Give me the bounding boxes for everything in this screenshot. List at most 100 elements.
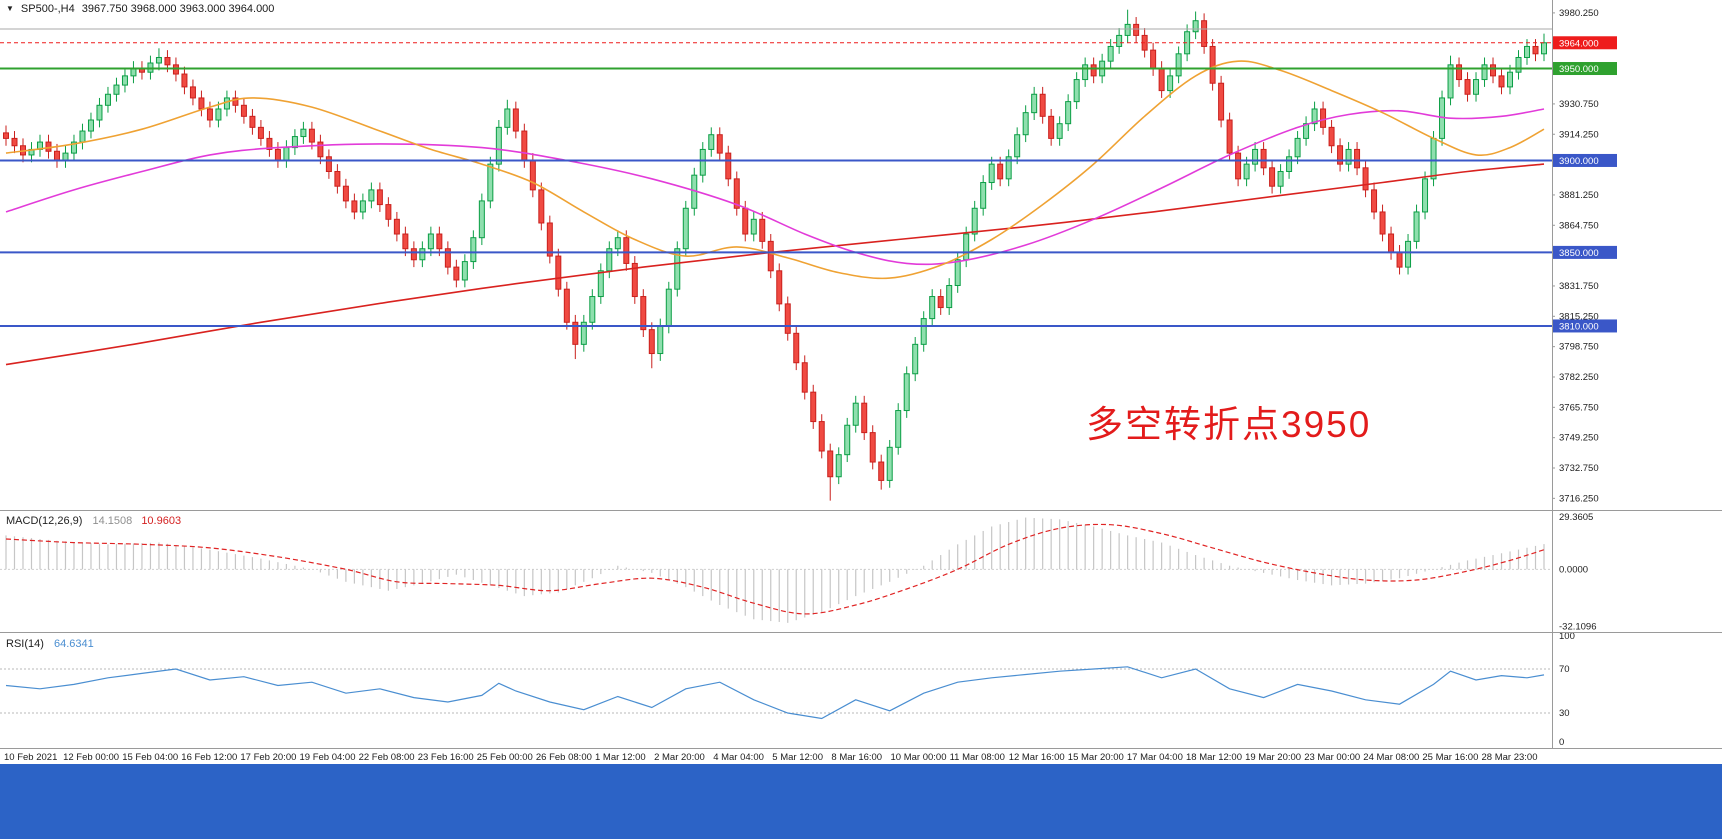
price-tick-label: 3930.750: [1559, 99, 1599, 110]
candle-up: [1294, 137, 1301, 158]
candle-down: [1371, 189, 1378, 213]
price-badge: [1553, 319, 1617, 333]
candle-down: [53, 150, 60, 161]
candle-up: [580, 321, 587, 345]
candle-up: [1447, 64, 1454, 99]
time-axis-label: 22 Feb 08:00: [359, 752, 415, 763]
candle-up: [62, 152, 69, 161]
candle-down: [376, 189, 383, 206]
rsi-indicator-label: RSI(14) 64.6341: [6, 638, 94, 650]
candle-down: [45, 141, 52, 152]
candle-up: [1481, 64, 1488, 81]
candle-down: [11, 137, 18, 147]
candle-down: [342, 185, 349, 202]
candle-up: [971, 207, 978, 235]
candle-down: [937, 296, 944, 309]
candle-down: [1328, 126, 1335, 147]
candle-up: [1345, 148, 1352, 165]
candle-up: [70, 141, 77, 154]
price-axis[interactable]: 3980.250 3930.750 3914.250 3881.250 3864.750…: [1552, 0, 1617, 748]
macd-axis-label: 29.3605: [1559, 512, 1593, 523]
candle-down: [393, 218, 400, 235]
candle-up: [1073, 79, 1080, 103]
candle-down: [733, 178, 740, 209]
candle-up: [1014, 134, 1021, 158]
candle-down: [1039, 93, 1046, 117]
candle-up: [988, 163, 995, 184]
candle-down: [623, 237, 630, 264]
candle-down: [572, 321, 579, 345]
candle-up: [104, 93, 111, 106]
price-tick-label: 3798.750: [1559, 342, 1599, 353]
time-axis-label: 12 Feb 00:00: [63, 752, 119, 763]
candle-down: [1362, 167, 1369, 191]
candle-up: [1277, 170, 1284, 187]
time-axis-label: 25 Feb 00:00: [477, 752, 533, 763]
annotation-text[interactable]: 多空转折点3950: [1086, 404, 1372, 445]
candle-down: [869, 432, 876, 463]
candle-up: [1124, 23, 1131, 36]
time-axis-label: 26 Feb 08:00: [536, 752, 592, 763]
candle-up: [1243, 163, 1250, 180]
candle-up: [359, 200, 366, 213]
candle-down: [351, 200, 358, 213]
candle-down: [784, 303, 791, 334]
candle-up: [215, 108, 222, 121]
candle-up: [1175, 53, 1182, 77]
candle-down: [512, 108, 519, 132]
price-tick-label: 3782.250: [1559, 372, 1599, 383]
time-axis-label: 10 Feb 2021: [4, 752, 57, 763]
chart-collapse-icon[interactable]: ▼: [6, 4, 14, 13]
macd-panel: 29.3605 0.0000 -32.1096: [0, 512, 1597, 633]
candle-up: [674, 248, 681, 290]
candle-up: [1107, 45, 1114, 62]
macd-indicator-label: MACD(12,26,9) 14.1508 10.9603: [6, 515, 181, 527]
time-axis-label: 25 Mar 16:00: [1422, 752, 1478, 763]
candle-up: [427, 233, 434, 250]
symbol-timeframe-label: SP500-,H4: [20, 3, 75, 15]
time-axis-label: 19 Mar 20:00: [1245, 752, 1301, 763]
candle-up: [946, 285, 953, 309]
time-axis-label: 18 Mar 12:00: [1186, 752, 1242, 763]
macd-main-value: 14.1508: [92, 515, 133, 527]
candle-down: [648, 329, 655, 355]
candle-down: [1218, 82, 1225, 121]
candle-down: [1354, 148, 1361, 169]
candle-down: [317, 141, 324, 158]
time-axis-label: 1 Mar 12:00: [595, 752, 646, 763]
candle-up: [912, 343, 919, 375]
candle-up: [682, 207, 689, 250]
candle-up: [589, 296, 596, 323]
candle-up: [461, 261, 468, 281]
bottom-taskbar: [0, 764, 1722, 839]
price-badge: [1553, 62, 1617, 76]
candle-up: [954, 259, 961, 287]
price-badge-label: 3810.000: [1559, 321, 1599, 332]
chart-canvas[interactable]: 3980.250 3930.750 3914.250 3881.250 3864.750…: [0, 0, 1722, 764]
price-tick-label: 3914.250: [1559, 129, 1599, 140]
time-axis-label: 15 Feb 04:00: [122, 752, 178, 763]
time-axis[interactable]: 10 Feb 2021 12 Feb 00:00 15 Feb 04:00 16 Fe…: [4, 752, 1537, 763]
main-chart-layer: [0, 9, 1552, 501]
candle-up: [657, 325, 664, 355]
price-tick-label: 3716.250: [1559, 493, 1599, 504]
candle-up: [980, 182, 987, 209]
candle-up: [929, 296, 936, 320]
candle-up: [903, 373, 910, 412]
rsi-value: 64.6341: [53, 638, 94, 650]
candle-down: [198, 97, 205, 110]
price-badge: [1553, 36, 1617, 50]
candle-up: [708, 134, 715, 150]
candle-up: [699, 148, 706, 176]
candle-down: [810, 391, 817, 423]
price-tick-label: 3765.750: [1559, 402, 1599, 413]
chart-plot-area[interactable]: [0, 0, 1552, 748]
time-axis-label: 11 Mar 08:00: [950, 752, 1005, 763]
candle-down: [776, 270, 783, 305]
candle-down: [725, 152, 732, 180]
candle-down: [266, 137, 273, 150]
price-badge-label: 3850.000: [1559, 248, 1599, 259]
price-badge-label: 3964.000: [1559, 38, 1599, 49]
price-tick-label: 3881.250: [1559, 190, 1599, 201]
macd-axis-label: -32.1096: [1559, 622, 1597, 633]
